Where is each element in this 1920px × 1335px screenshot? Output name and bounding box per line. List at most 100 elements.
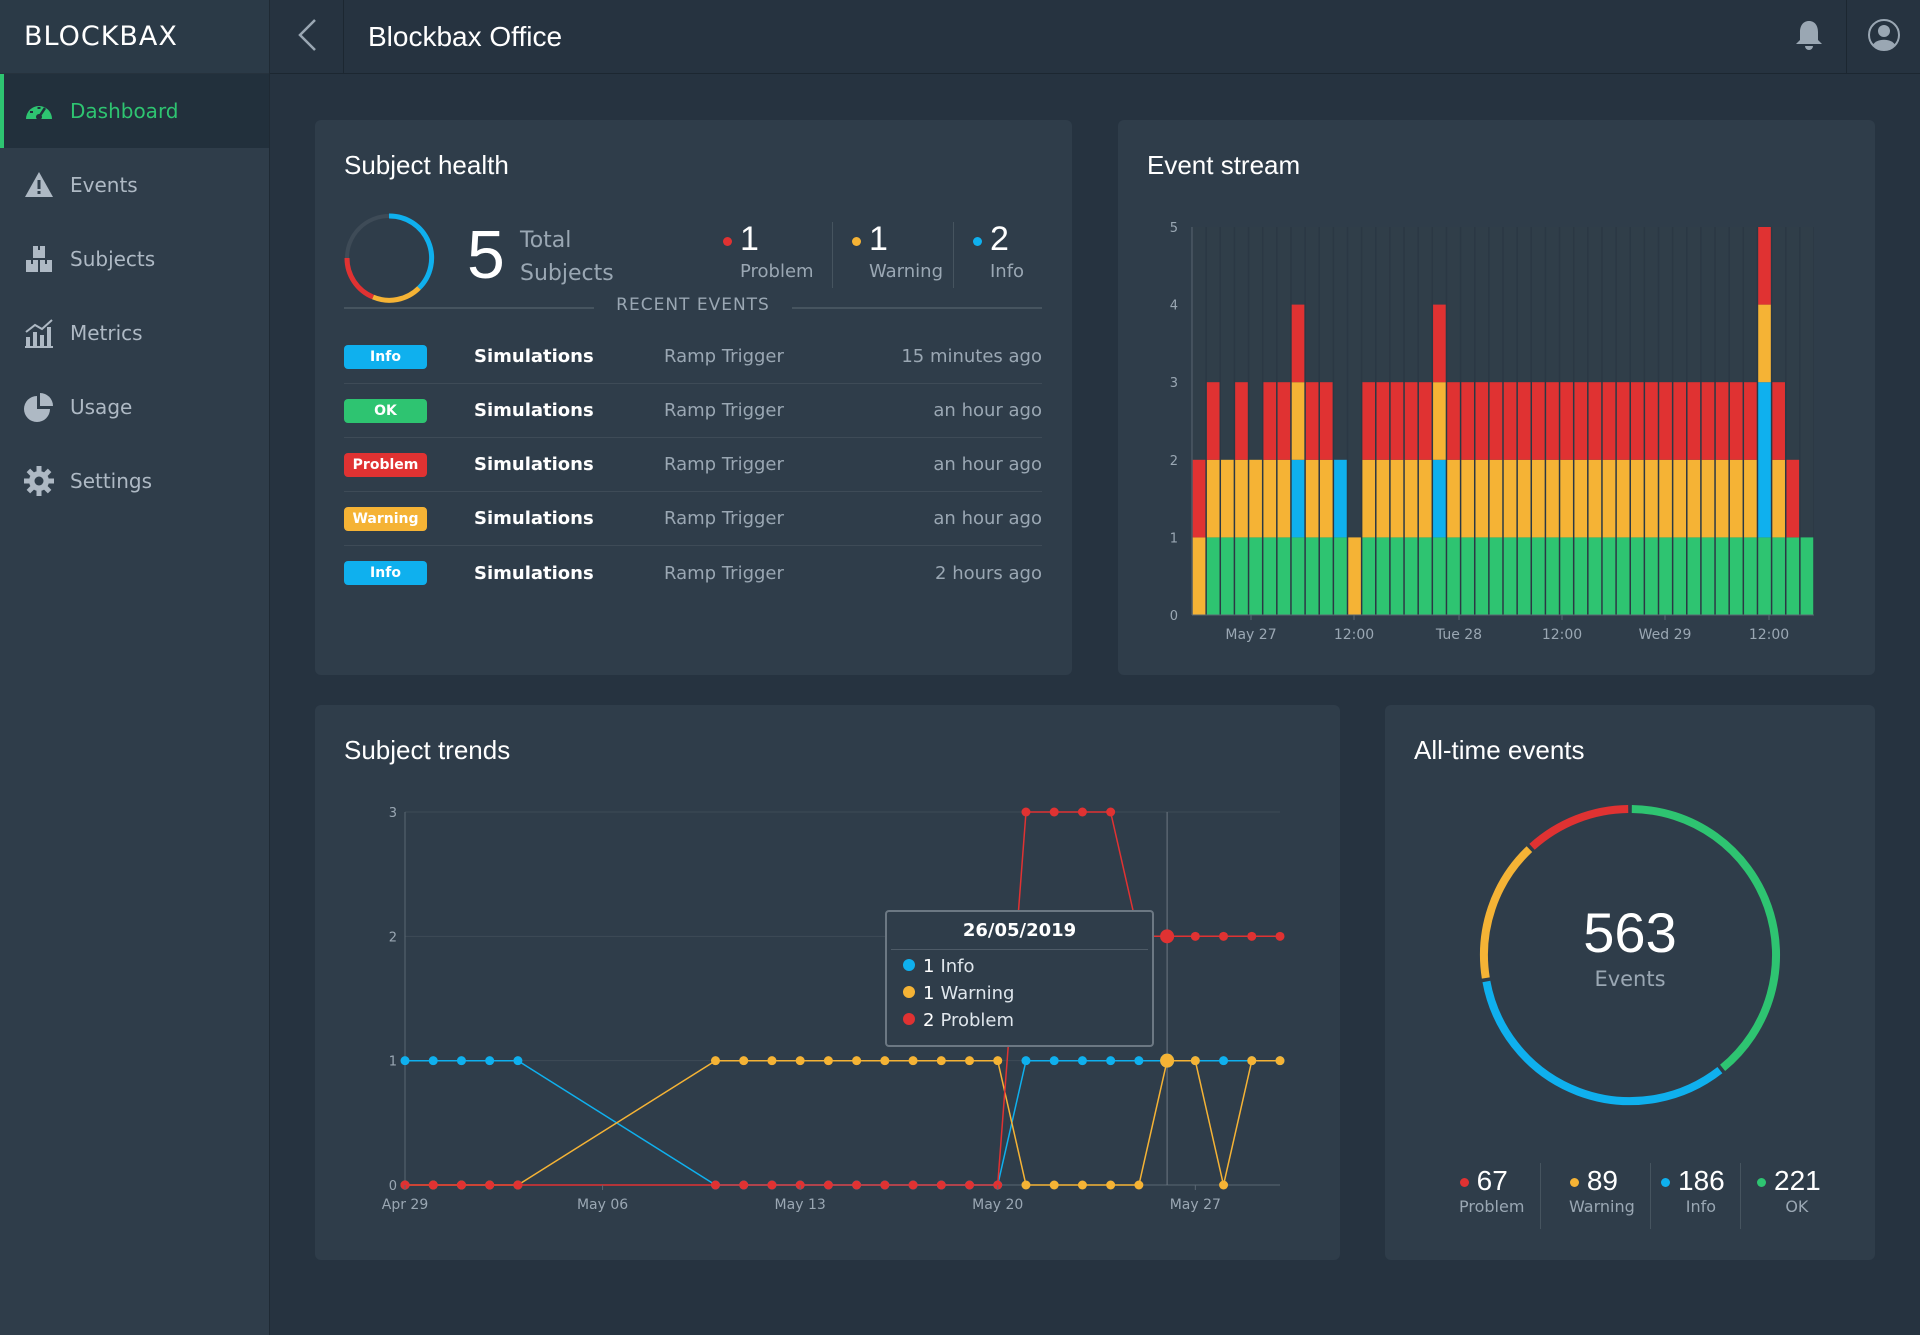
recent-event-row[interactable]: Problem Simulations Ramp Trigger an hour… xyxy=(344,438,1042,492)
back-button[interactable] xyxy=(270,0,344,74)
event-trigger: Ramp Trigger xyxy=(664,346,784,367)
x-tick-label: May 27 xyxy=(1225,627,1276,643)
bar-segment-warning xyxy=(1588,459,1602,538)
stat-problem[interactable]: 67 Problem xyxy=(1443,1165,1524,1216)
stat-info[interactable]: 2 Info xyxy=(973,220,1024,282)
bar-segment-warning xyxy=(1645,459,1658,538)
bar-segment-ok xyxy=(1319,537,1333,615)
sidebar-item-settings[interactable]: Settings xyxy=(0,444,269,518)
bar-segment-ok xyxy=(1263,537,1277,615)
sidebar-item-subjects[interactable]: Subjects xyxy=(0,222,269,296)
bar-segment-warning xyxy=(1461,459,1474,538)
divider xyxy=(953,222,954,288)
recent-event-row[interactable]: Warning Simulations Ramp Trigger an hour… xyxy=(344,492,1042,546)
data-point-problem xyxy=(908,1180,918,1190)
x-tick-label: May 27 xyxy=(1170,1197,1221,1213)
data-point-problem xyxy=(1160,929,1175,944)
y-tick-label: 2 xyxy=(1170,454,1178,469)
event-subject[interactable]: Simulations xyxy=(474,508,594,529)
x-tick-label: 12:00 xyxy=(1749,627,1789,643)
event-trigger: Ramp Trigger xyxy=(664,508,784,529)
bar-segment-warning xyxy=(1235,459,1248,538)
all-time-events-card: All-time events 563 Events 67 Problem 89… xyxy=(1385,705,1875,1260)
event-subject[interactable]: Simulations xyxy=(474,454,594,475)
sidebar-item-metrics[interactable]: Metrics xyxy=(0,296,269,370)
bar-segment-warning xyxy=(1433,382,1446,460)
bell-icon xyxy=(1794,19,1824,55)
bar-segment-warning xyxy=(1503,459,1517,538)
stat-problem[interactable]: 1 Problem xyxy=(723,220,814,282)
bar-segment-ok xyxy=(1772,537,1785,615)
subject-trends-chart[interactable]: 0 1 2 3 Apr 29 May 06 May 13 May 20 May 27 xyxy=(315,705,1340,1260)
bar-segment-problem xyxy=(1418,382,1432,460)
data-point-problem xyxy=(965,1180,975,1190)
all-time-donut[interactable] xyxy=(1385,705,1875,1260)
sidebar-item-events[interactable]: Events xyxy=(0,148,269,222)
data-point-problem xyxy=(1106,807,1116,817)
status-dot xyxy=(852,237,861,246)
stat-warning[interactable]: 1 Warning xyxy=(852,220,943,282)
event-subject[interactable]: Simulations xyxy=(474,346,594,367)
user-icon xyxy=(1867,18,1901,56)
event-stream-chart[interactable]: 0 1 2 3 4 5 May 27 12:00 Tue 28 12:00 Wed 29 12:00 xyxy=(1118,120,1875,675)
tooltip-value: 1 xyxy=(923,956,935,977)
bar-segment-ok xyxy=(1673,537,1687,615)
bar-segment-problem xyxy=(1376,382,1390,460)
logo[interactable]: BLOCKBAX xyxy=(0,0,269,74)
status-dot xyxy=(903,959,915,971)
recent-event-row[interactable]: OK Simulations Ramp Trigger an hour ago xyxy=(344,384,1042,438)
bar-segment-ok xyxy=(1800,537,1814,615)
bar-segment-problem xyxy=(1701,382,1715,460)
bar-segment-warning xyxy=(1630,459,1644,538)
bar-segment-ok xyxy=(1659,537,1672,615)
notifications-button[interactable] xyxy=(1772,0,1846,74)
subject-trends-card: Subject trends 0 1 2 3 Apr 29 May 06 May 13 May… xyxy=(315,705,1340,1260)
card-title: Subject trends xyxy=(344,735,511,765)
stat-value: 221 xyxy=(1774,1165,1821,1196)
bar-segment-warning xyxy=(1277,459,1291,538)
data-point-info xyxy=(1021,1056,1031,1066)
user-menu-button[interactable] xyxy=(1846,0,1920,74)
event-trigger: Ramp Trigger xyxy=(664,400,784,421)
bar-segment-ok xyxy=(1447,537,1460,615)
status-badge: Problem xyxy=(344,452,427,477)
stat-ok[interactable]: 221 OK xyxy=(1757,1165,1821,1216)
data-point-problem xyxy=(880,1180,890,1190)
data-point-warning xyxy=(852,1056,862,1066)
bar-segment-problem xyxy=(1305,382,1319,460)
bar-segment-ok xyxy=(1574,537,1588,615)
data-point-warning xyxy=(993,1056,1003,1066)
stat-info[interactable]: 186 Info xyxy=(1661,1165,1725,1216)
status-dot xyxy=(973,237,982,246)
tooltip-item-info: 1 Info xyxy=(903,956,1152,977)
sidebar-item-dashboard[interactable]: Dashboard xyxy=(0,74,269,148)
data-point-warning xyxy=(1049,1180,1059,1190)
stat-warning[interactable]: 89 Warning xyxy=(1553,1165,1635,1216)
data-point-problem xyxy=(485,1180,495,1190)
x-tick-label: Wed 29 xyxy=(1639,627,1692,643)
data-point-problem xyxy=(1049,807,1059,817)
bar-segment-problem xyxy=(1560,382,1573,460)
sidebar-nav: Dashboard Events Subjects Metrics Usage xyxy=(0,74,269,518)
bar-segment-problem xyxy=(1319,382,1333,460)
bar-segment-problem xyxy=(1546,382,1559,460)
bar-segment-warning xyxy=(1376,459,1390,538)
recent-event-row[interactable]: Info Simulations Ramp Trigger 2 hours ag… xyxy=(344,546,1042,600)
bar-segment-ok xyxy=(1560,537,1573,615)
sidebar-item-label: Settings xyxy=(70,469,153,493)
event-time: 15 minutes ago xyxy=(901,346,1042,367)
bar-segment-ok xyxy=(1758,537,1771,615)
recent-event-row[interactable]: Info Simulations Ramp Trigger 15 minutes… xyxy=(344,330,1042,384)
series-line-info xyxy=(405,1059,1280,1186)
bar-segment-problem xyxy=(1588,382,1602,460)
bar-segment-warning xyxy=(1560,459,1573,538)
event-subject[interactable]: Simulations xyxy=(474,400,594,421)
sidebar-item-label: Usage xyxy=(70,395,133,419)
event-subject[interactable]: Simulations xyxy=(474,562,594,584)
bar-segment-ok xyxy=(1390,537,1404,615)
stat-value: 89 xyxy=(1586,1165,1618,1196)
data-point-info xyxy=(1077,1056,1087,1066)
bar-segment-ok xyxy=(1744,537,1757,615)
bar-segment-ok xyxy=(1305,537,1319,615)
sidebar-item-usage[interactable]: Usage xyxy=(0,370,269,444)
